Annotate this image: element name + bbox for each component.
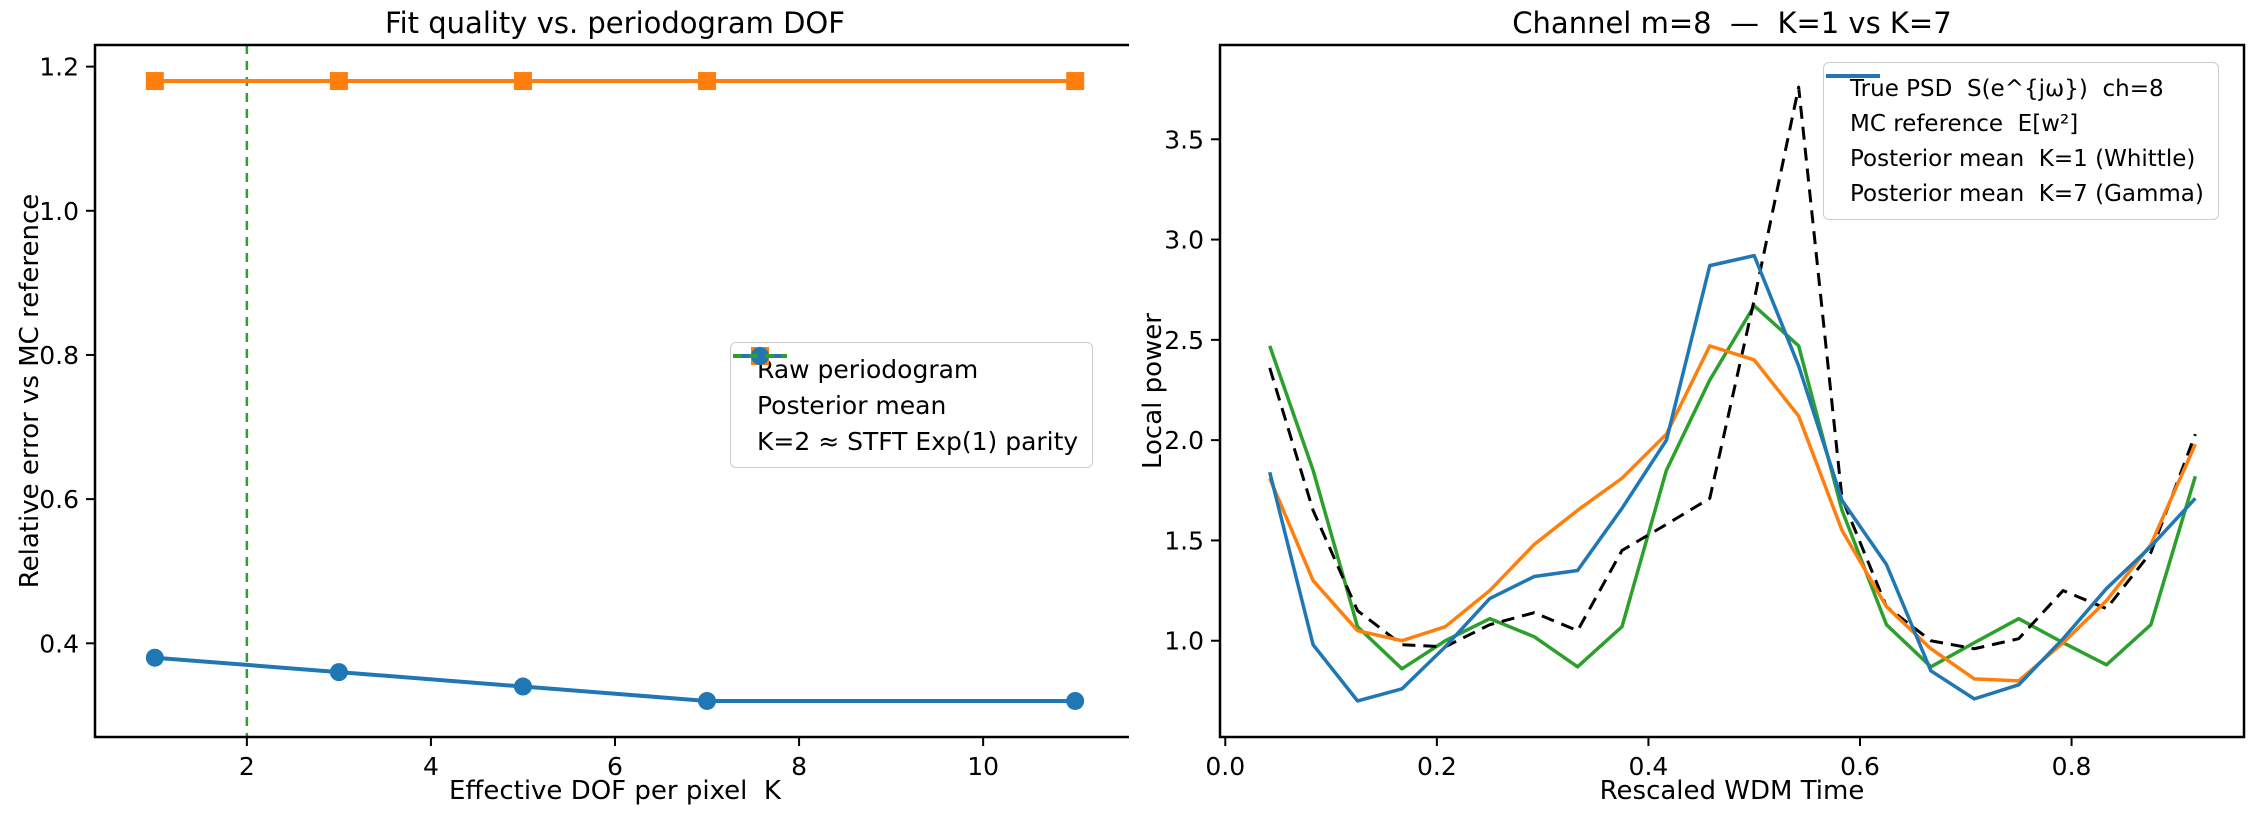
marker-square-raw-periodogram bbox=[513, 72, 532, 91]
marker-square-raw-periodogram bbox=[1066, 72, 1085, 91]
legend-swatch-icon bbox=[733, 354, 787, 358]
subplot-channel-psd: 0.0 0.2 0.4 0.6 0.8 1.0 1.5 2.0 2.5 3.0 3.5 Channe… bbox=[1129, 0, 2258, 818]
legend-label: K=2 ≈ STFT Exp(1) parity bbox=[757, 426, 1079, 456]
legend-item-posterior-mean-k-7-gamma: Posterior mean K=7 (Gamma) bbox=[1826, 74, 2204, 211]
legend-item-raw-periodogram: Raw periodogram bbox=[733, 347, 1078, 387]
x-tick-label: 0.8 bbox=[2052, 752, 2092, 781]
y-tick-label: 3.5 bbox=[1164, 125, 1204, 154]
channel-psd-plot-canvas: 0.0 0.2 0.4 0.6 0.8 1.0 1.5 2.0 2.5 3.0 3.5 bbox=[1164, 43, 2246, 781]
x-tick-label: 0.4 bbox=[1629, 752, 1669, 781]
legend-marker-circle bbox=[751, 347, 769, 365]
x-axis-label: Rescaled WDM Time bbox=[1599, 776, 1865, 806]
marker-circle-posterior-mean bbox=[698, 691, 717, 710]
x-tick-label: 2 bbox=[239, 752, 255, 781]
fit-quality-plot-canvas: 2 4 6 8 10 0.4 0.6 0.8 1.0 1.2 bbox=[39, 43, 1129, 781]
legend-label: Posterior mean K=7 (Gamma) bbox=[1850, 180, 2204, 207]
marker-square-raw-periodogram bbox=[329, 72, 348, 91]
series-line-mc-reference-e-w bbox=[1268, 85, 2197, 651]
y-tick-label: 1.0 bbox=[39, 197, 79, 226]
x-tick-label: 6 bbox=[607, 752, 623, 781]
y-tick-label: 1.0 bbox=[1164, 627, 1204, 656]
y-tick-label: 1.5 bbox=[1164, 526, 1204, 555]
legend-label: MC reference E[w²] bbox=[1850, 110, 2079, 137]
marker-square-raw-periodogram bbox=[698, 72, 717, 91]
legend-label: Raw periodogram bbox=[757, 354, 979, 384]
y-tick-label: 0.8 bbox=[39, 341, 79, 370]
marker-circle-posterior-mean bbox=[145, 648, 164, 667]
legend-label: Posterior mean bbox=[757, 390, 947, 420]
x-tick-label: 0.6 bbox=[1840, 752, 1880, 781]
legend-item-mc-reference-e-w: MC reference E[w²] bbox=[1826, 74, 2204, 141]
legend-item-posterior-mean-k-1-whittle: Posterior mean K=1 (Whittle) bbox=[1826, 74, 2204, 176]
y-tick-label: 0.4 bbox=[39, 629, 79, 658]
x-tick-label: 0.0 bbox=[1205, 752, 1245, 781]
legend-item-posterior-mean: Posterior mean bbox=[733, 347, 1078, 423]
x-tick-label: 4 bbox=[423, 752, 439, 781]
marker-circle-posterior-mean bbox=[513, 677, 532, 696]
y-tick-label: 3.0 bbox=[1164, 226, 1204, 255]
y-axis-label: Local power bbox=[1138, 313, 1168, 470]
axes-spines bbox=[1218, 43, 2246, 739]
page-title: Channel m=8 — K=1 vs K=7 bbox=[1512, 6, 1952, 40]
y-tick-label: 0.6 bbox=[39, 485, 79, 514]
series-line-posterior-mean-k-7-gamma bbox=[1268, 253, 2197, 703]
legend-item-true-psd-s-e-j-ch-8: True PSD S(e^{jω}) ch=8 bbox=[1826, 71, 2204, 106]
page-title: Fit quality vs. periodogram DOF bbox=[385, 6, 845, 40]
legend: True PSD S(e^{jω}) ch=8 MC reference E[w²… bbox=[1823, 62, 2219, 220]
legend-label: True PSD S(e^{jω}) ch=8 bbox=[1850, 75, 2164, 102]
legend-item-k-2-stft-exp-1-parity: K=2 ≈ STFT Exp(1) parity bbox=[733, 354, 1079, 459]
marker-circle-posterior-mean bbox=[1066, 691, 1085, 710]
series-line-true-psd-s-e-j-ch-8 bbox=[1268, 304, 2198, 671]
legend: Raw periodogram Posterior mean K=2 ≈ STFT … bbox=[730, 342, 1094, 468]
legend-label: Posterior mean K=1 (Whittle) bbox=[1850, 145, 2196, 172]
x-tick-label: 0.2 bbox=[1417, 752, 1457, 781]
y-axis-label: Relative error vs MC reference bbox=[15, 193, 45, 589]
y-tick-label: 2.5 bbox=[1164, 326, 1204, 355]
series-line-posterior-mean bbox=[154, 655, 1076, 703]
subplot-fit-quality: 2 4 6 8 10 0.4 0.6 0.8 1.0 1.2 Fit quality vs. pe… bbox=[15, 6, 1129, 806]
marker-square-raw-periodogram bbox=[145, 72, 164, 91]
y-tick-label: 2.0 bbox=[1164, 426, 1204, 455]
marker-circle-posterior-mean bbox=[329, 663, 348, 682]
y-tick-label: 1.2 bbox=[39, 53, 79, 82]
x-tick-label: 8 bbox=[791, 752, 807, 781]
x-tick-label: 10 bbox=[967, 752, 999, 781]
x-axis-label: Effective DOF per pixel K bbox=[449, 776, 781, 806]
legend-swatch-icon bbox=[1826, 74, 1880, 78]
